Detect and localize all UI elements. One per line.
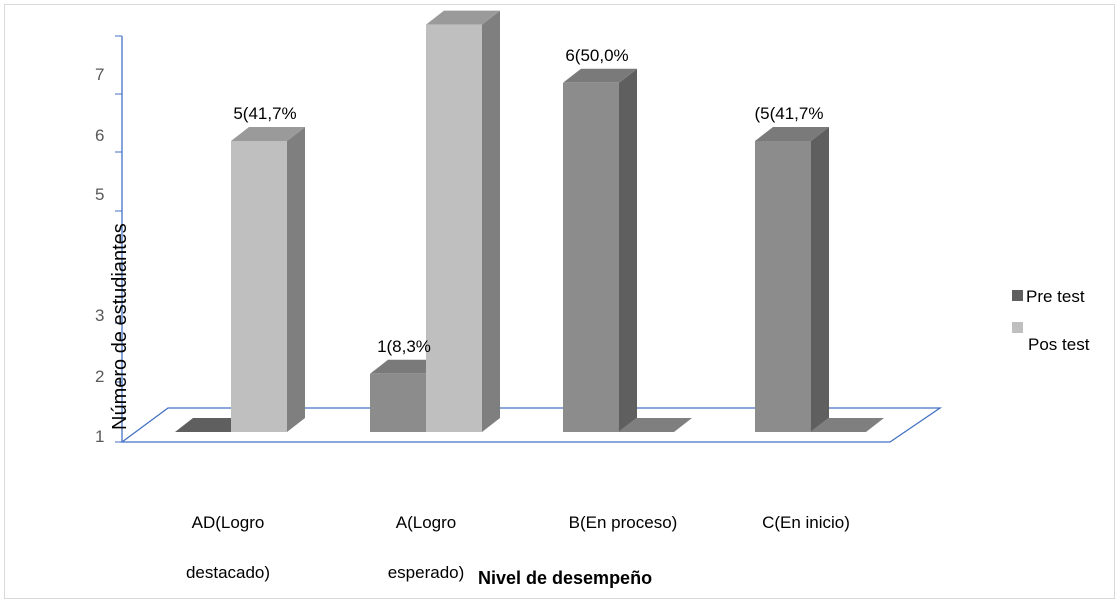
bar-pos-test-0: [231, 127, 305, 432]
bar-pos-test-1-front: [426, 24, 482, 432]
y-tick-label-1: 1: [95, 427, 104, 446]
category-label-2-line-0: B(En proceso): [569, 513, 678, 532]
bar-pos-test-3: [810, 418, 884, 432]
bar-pos-test-0-side: [287, 127, 305, 432]
legend-swatch-pos-test: [1012, 322, 1023, 333]
bar-pre-test-1-front: [370, 373, 426, 432]
chart-frame: [4, 4, 1115, 599]
data-label-pre-test-1: 1(8,3%: [377, 337, 431, 356]
y-tick-label-6: 6: [95, 126, 104, 145]
bar-pre-test-2-top: [563, 68, 637, 83]
y-tick-label-7: 7: [95, 65, 104, 84]
bar-pos-test-1-side: [482, 10, 500, 432]
legend: Pre test Pos test: [1012, 287, 1090, 354]
bar-pre-test-2: [563, 68, 637, 433]
data-label-pre-test-3: (5(41,7%: [755, 104, 824, 123]
category-label-0-line-0: AD(Logro: [192, 513, 265, 532]
x-axis-title: Nivel de desempeño: [478, 568, 652, 588]
bar-pre-test-3: [755, 127, 829, 432]
bar-pre-test-2-front: [563, 82, 619, 433]
legend-label-pre-test: Pre test: [1026, 287, 1085, 306]
bar-pre-test-0-flat: [175, 418, 249, 432]
bar-pre-test-3-top: [755, 127, 829, 141]
bar-pre-test-2-side: [619, 68, 637, 433]
y-axis-title: Número de estudiantes: [109, 223, 131, 430]
bar-pos-test-0-front: [231, 141, 287, 432]
bar-pre-test-1-top: [370, 359, 444, 374]
data-label-pre-test-2: 6(50,0%: [565, 46, 628, 65]
category-label-1-line-1: esperado): [388, 563, 465, 582]
bar-pos-test-3-flat: [810, 418, 884, 432]
bar-pos-test-2-flat: [618, 418, 692, 432]
bar-pos-test-1-top: [426, 10, 500, 25]
data-label-pos-test-0: 5(41,7%: [233, 104, 296, 123]
y-tick-label-3: 3: [95, 306, 104, 325]
bar-pre-test-3-front: [755, 141, 811, 432]
floor-plane: [120, 407, 943, 443]
category-label-1-line-0: A(Logro: [396, 513, 456, 532]
bar-pos-test-2: [618, 418, 692, 432]
legend-swatch-pre-test: [1012, 290, 1023, 301]
y-tick-label-2: 2: [95, 367, 104, 386]
category-label-3-line-0: C(En inicio): [762, 513, 850, 532]
bar-pre-test-3-side: [811, 127, 829, 432]
y-tick-label-5: 5: [95, 185, 104, 204]
category-label-0-line-1: destacado): [186, 563, 270, 582]
bar-pos-test-1: [426, 10, 500, 432]
bar-pre-test-0: [175, 418, 249, 432]
legend-label-pos-test: Pos test: [1028, 335, 1090, 354]
bar-pos-test-0-top: [231, 127, 305, 141]
